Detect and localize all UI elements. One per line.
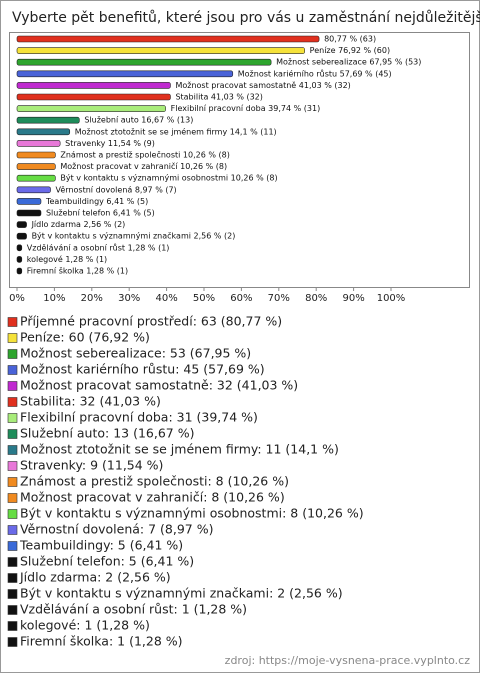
value-label: Peníze 76,92 % (60) [310, 46, 390, 55]
value-label: Možnost ztotožnit se se jménem firmy 14,… [75, 126, 277, 136]
x-tick-label: 50% [193, 293, 215, 304]
legend-swatch [7, 349, 18, 359]
legend-swatch [7, 541, 18, 551]
x-tick-label: 80% [305, 293, 327, 304]
legend-swatch [7, 477, 18, 487]
legend-swatch [7, 573, 18, 583]
bar [16, 209, 42, 217]
legend-swatch [7, 381, 18, 391]
value-label: Stravenky 11,54 % (9) [65, 139, 155, 148]
value-label: Možnost seberealizace 67,95 % (53) [276, 58, 421, 67]
value-label: Služební auto 16,67 % (13) [84, 116, 193, 125]
legend-label: Stabilita: 32 (41,03 %) [20, 394, 161, 409]
legend-label: Vzdělávání a osobní růst: 1 (1,28 %) [20, 602, 247, 617]
bar [16, 128, 71, 136]
legend-swatch [7, 589, 18, 599]
value-label: kolegové 1,28 % (1) [27, 254, 107, 264]
legend-label: Služební auto: 13 (16,67 %) [20, 426, 194, 441]
value-label: Možnost pracovat v zahraničí 10,26 % (8) [60, 161, 227, 171]
legend-swatch [7, 525, 18, 535]
legend-label: Jídlo zdarma: 2 (2,56 %) [19, 570, 171, 585]
value-label: Stabilita 41,03 % (32) [175, 93, 262, 102]
legend-label: Možnost pracovat v zahraničí: 8 (10,26 %… [20, 490, 285, 505]
legend-label: Věrnostní dovolená: 7 (8,97 %) [20, 522, 213, 537]
legend-label: Stravenky: 9 (11,54 %) [20, 458, 163, 473]
legend-label: Peníze: 60 (76,92 %) [20, 330, 150, 345]
x-tick-label: 30% [118, 293, 140, 304]
value-label: Firemní školka 1,28 % (1) [27, 266, 128, 276]
legend-label: kolegové: 1 (1,28 %) [20, 618, 150, 633]
source: zdroj: https://moje-vysnena-prace.vyplnt… [225, 654, 471, 667]
bar [16, 116, 80, 124]
bar [16, 58, 272, 66]
x-tick-label: 90% [342, 293, 364, 304]
legend-label: Známost a prestiž společnosti: 8 (10,26 … [20, 474, 289, 489]
bar [16, 198, 42, 205]
bar [16, 93, 171, 101]
bar [16, 47, 305, 54]
legend-swatch [7, 397, 18, 407]
legend-swatch [7, 445, 18, 455]
bar [16, 174, 56, 182]
value-label: 80,77 % (63) [324, 35, 376, 44]
legend-label: Možnost seberealizace: 53 (67,95 %) [20, 346, 251, 361]
x-tick-label: 60% [230, 293, 252, 304]
bar [16, 186, 51, 194]
bar [16, 256, 23, 263]
legend-label: Příjemné pracovní prostředí: 63 (80,77 %… [20, 314, 282, 329]
legend-swatch [7, 429, 18, 439]
legend-swatch [7, 621, 18, 631]
chart-title: Vyberte pět benefitů, které jsou pro vás… [12, 10, 480, 26]
legend-swatch [7, 557, 18, 567]
legend-label: Možnost ztotožnit se se jménem firmy: 11… [20, 442, 339, 457]
legend-swatch [7, 365, 18, 375]
x-tick-label: 20% [81, 293, 103, 304]
bar [16, 105, 166, 112]
bar [16, 163, 56, 170]
bar [16, 140, 61, 147]
legend-label: Být v kontaktu s významnými značkami: 2 … [20, 586, 343, 601]
value-label: Jídlo zdarma 2,56 % (2) [31, 220, 126, 229]
x-tick-label: 10% [43, 293, 65, 304]
value-label: Možnost pracovat samostatně 41,03 % (32) [175, 81, 350, 90]
value-label: Služební telefon 6,41 % (5) [46, 209, 155, 218]
legend-swatch [7, 461, 18, 471]
legend-swatch [7, 509, 18, 519]
x-tick-label: 40% [155, 293, 177, 304]
bar [16, 82, 171, 89]
legend-swatch [7, 493, 18, 503]
legend-label: Teambuildingy: 5 (6,41 %) [19, 538, 183, 553]
value-label: Flexibilní pracovní doba 39,74 % (31) [171, 104, 321, 113]
legend-swatch [7, 317, 18, 327]
x-tick-label: 0% [9, 293, 25, 304]
bar [16, 267, 23, 275]
legend-swatch [7, 333, 18, 343]
bar [16, 70, 234, 78]
legend-label: Flexibilní pracovní doba: 31 (39,74 %) [20, 410, 258, 425]
bar [16, 244, 23, 252]
x-tick-label: 100% [377, 293, 406, 304]
bar [16, 35, 320, 43]
legend-swatch [7, 637, 18, 647]
value-label: Možnost kariérního růstu 57,69 % (45) [238, 68, 392, 78]
legend-label: Služební telefon: 5 (6,41 %) [20, 554, 194, 569]
value-label: Známost a prestiž společnosti 10,26 % (8… [60, 150, 229, 160]
legend-swatch [7, 605, 18, 615]
bar [16, 232, 27, 240]
value-label: Být v kontaktu s významnými osobnostmi 1… [60, 174, 277, 183]
value-label: Být v kontaktu s významnými značkami 2,5… [32, 231, 236, 241]
legend-label: Být v kontaktu s významnými osobnostmi: … [20, 506, 364, 521]
value-label: Věrnostní dovolená 8,97 % (7) [56, 185, 177, 194]
legend-label: Možnost kariérního růstu: 45 (57,69 %) [20, 362, 265, 377]
x-tick-label: 70% [268, 293, 290, 304]
bar [16, 151, 56, 159]
bar [16, 221, 27, 228]
legend-label: Možnost pracovat samostatně: 32 (41,03 %… [20, 378, 298, 393]
value-label: Vzdělávání a osobní růst 1,28 % (1) [27, 242, 170, 252]
legend-label: Firemní školka: 1 (1,28 %) [20, 634, 183, 649]
value-label: Teambuildingy 6,41 % (5) [45, 197, 148, 206]
legend-swatch [7, 413, 18, 423]
